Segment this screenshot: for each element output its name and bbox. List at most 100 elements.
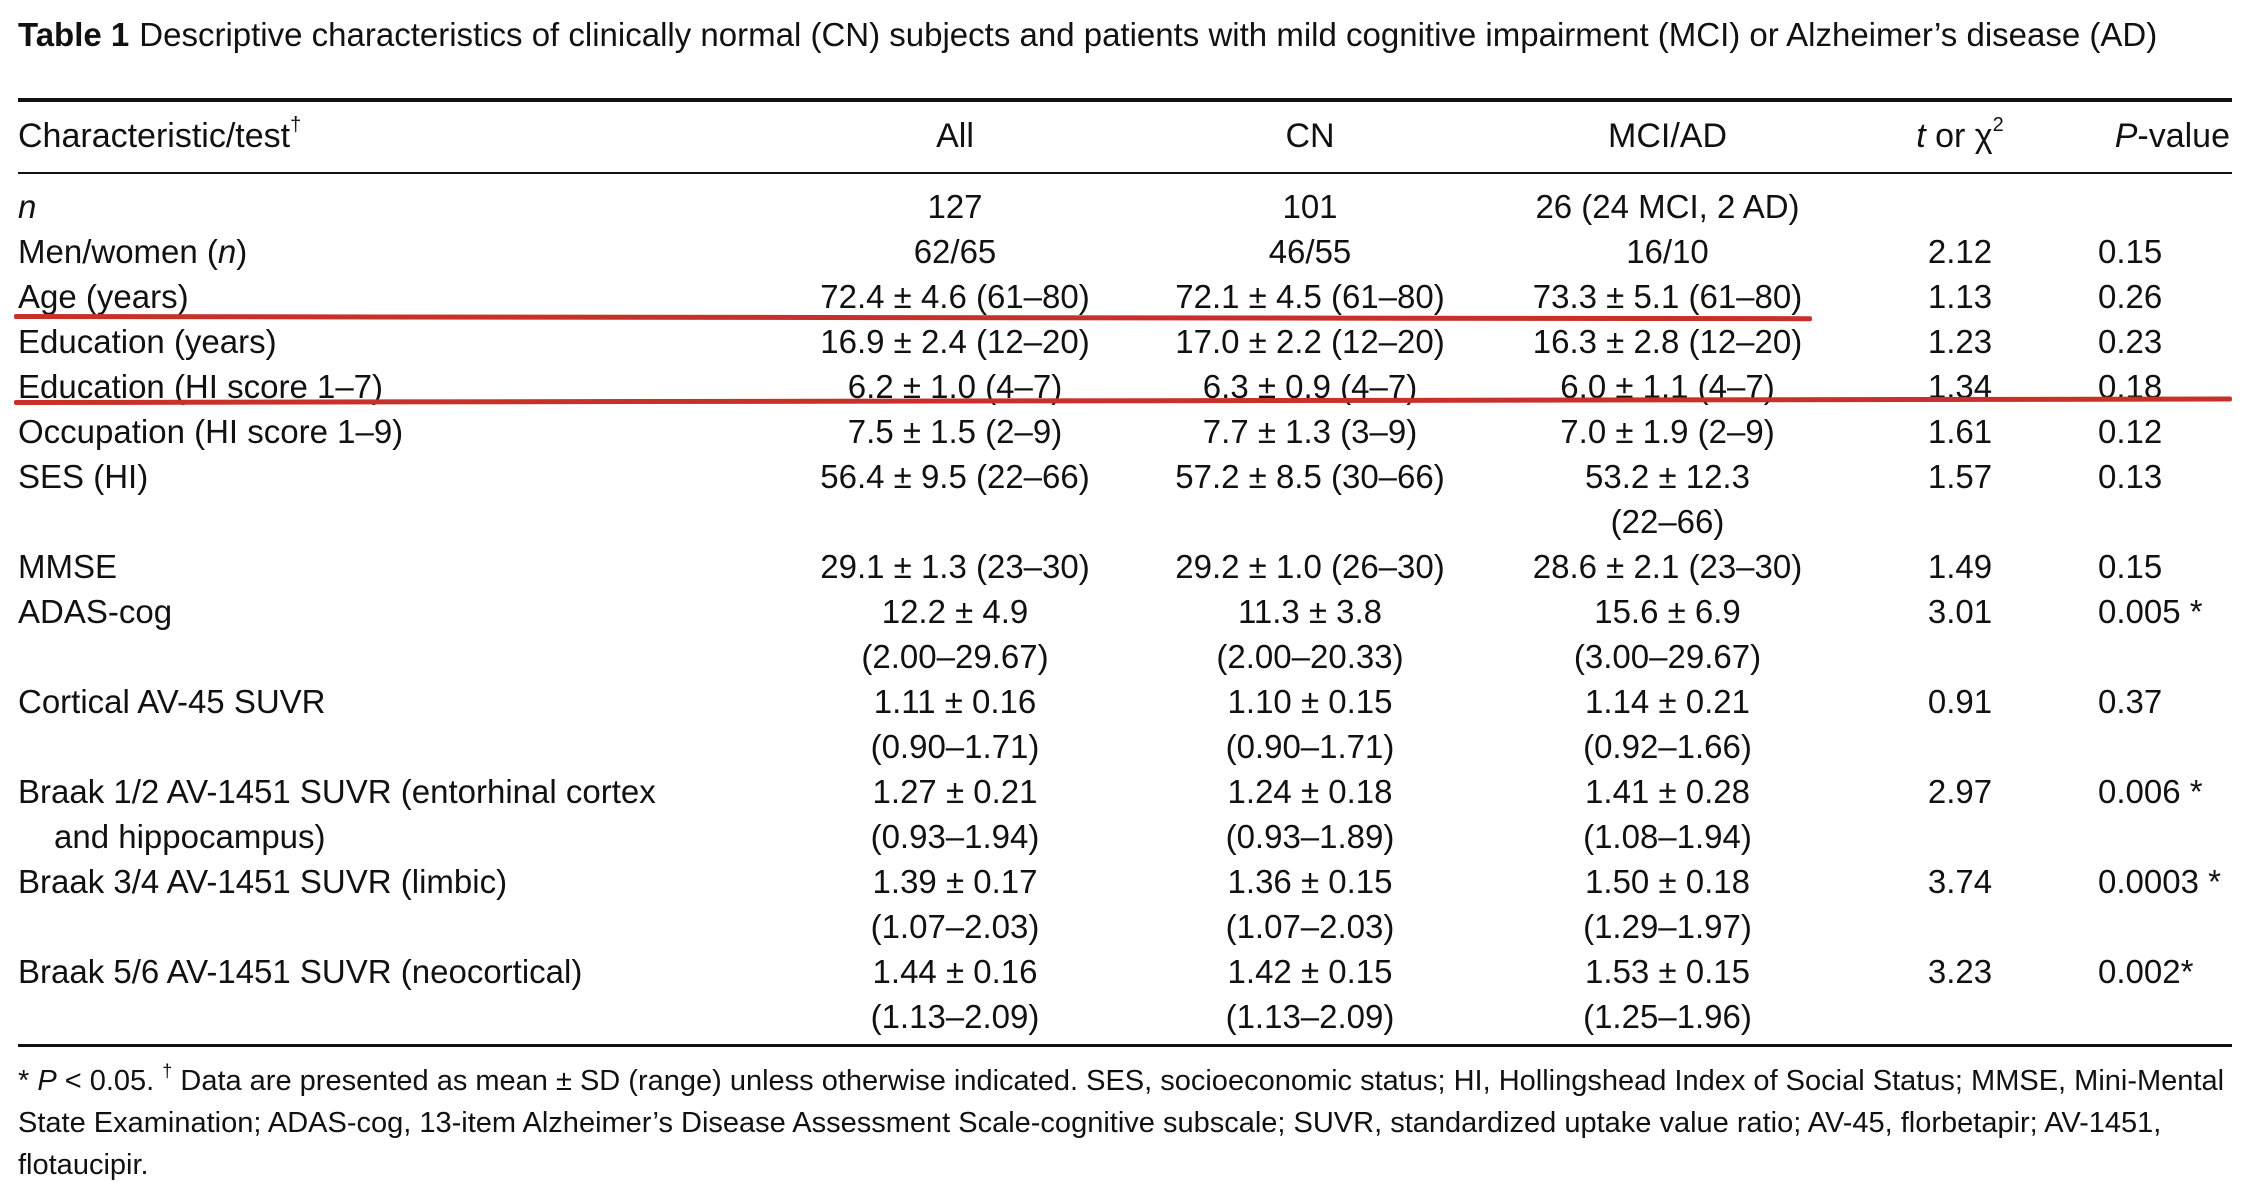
header-rule [18, 172, 2232, 174]
cell-p-value: 0.006 * [2098, 773, 2203, 810]
table-row: Occupation (HI score 1–9) 7.5 ± 1.5 (2–9)… [0, 409, 2250, 454]
cell-cn: 1.24 ± 0.18 (0.93–1.89) [1225, 773, 1395, 855]
table-label: Table 1 [18, 16, 130, 53]
row-label: Age (years) [18, 278, 189, 315]
row-label: Education (years) [18, 323, 277, 360]
cell-p-value: 0.37 [2098, 683, 2163, 720]
cell-all: 1.39 ± 0.17 (1.07–2.03) [870, 863, 1040, 945]
table-row: MMSE 29.1 ± 1.3 (23–30) 29.2 ± 1.0 (26–30)… [0, 544, 2250, 589]
table-footnote: * P < 0.05. † Data are presented as mean… [18, 1061, 2225, 1181]
cell-statistic: 1.49 [1927, 548, 1993, 585]
table-row: SES (HI) 56.4 ± 9.5 (22–66) 57.2 ± 8.5 (30… [0, 454, 2250, 544]
cell-cn: 17.0 ± 2.2 (12–20) [1175, 323, 1445, 360]
row-label: Braak 5/6 AV-1451 SUVR (neocortical) [18, 953, 583, 990]
cell-mciad: 1.14 ± 0.21 (0.92–1.66) [1583, 683, 1752, 765]
cell-all: 56.4 ± 9.5 (22–66) [820, 458, 1090, 495]
row-label: MMSE [18, 548, 117, 585]
header-mciad: MCI/AD [1608, 117, 1727, 155]
table-row: ADAS-cog 12.2 ± 4.9 (2.00–29.67) 11.3 ± 3.8… [0, 589, 2250, 679]
cell-all: 62/65 [913, 233, 997, 270]
cell-cn: 46/55 [1268, 233, 1352, 270]
cell-mciad: 73.3 ± 5.1 (61–80) [1532, 278, 1803, 315]
cell-mciad: 28.6 ± 2.1 (23–30) [1532, 548, 1803, 585]
cell-statistic: 3.74 [1927, 863, 1993, 900]
row-label: Braak 3/4 AV-1451 SUVR (limbic) [18, 863, 508, 900]
cell-p-value: 0.0003 * [2098, 863, 2221, 900]
cell-p-value: 0.005 * [2098, 593, 2203, 630]
cell-cn: 1.36 ± 0.15 (1.07–2.03) [1225, 863, 1395, 945]
table-body: n 127 101 26 (24 MCI, 2 AD) Men/women (n) 62/… [0, 184, 2250, 1039]
cell-all: 72.4 ± 4.6 (61–80) [820, 278, 1090, 315]
cell-cn: 11.3 ± 3.8 (2.00–20.33) [1216, 593, 1404, 675]
cell-statistic: 2.12 [1927, 233, 1993, 270]
header-cn: CN [1285, 117, 1335, 155]
cell-all: 1.44 ± 0.16 (1.13–2.09) [870, 953, 1040, 1035]
cell-all: 127 [927, 188, 983, 225]
header-statistic: t or χ2 [1916, 114, 2004, 155]
row-label: Braak 1/2 AV-1451 SUVR (entorhinal corte… [18, 773, 656, 855]
cell-mciad: 16/10 [1626, 233, 1709, 270]
dagger-mark: † [290, 114, 302, 136]
cell-cn: 1.10 ± 0.15 (0.90–1.71) [1225, 683, 1395, 765]
cell-all: 1.11 ± 0.16 (0.90–1.71) [870, 683, 1040, 765]
cell-mciad: 1.50 ± 0.18 (1.29–1.97) [1583, 863, 1752, 945]
cell-all: 7.5 ± 1.5 (2–9) [847, 413, 1063, 450]
cell-statistic: 3.23 [1927, 953, 1993, 990]
cell-cn: 1.42 ± 0.15 (1.13–2.09) [1225, 953, 1395, 1035]
cell-mciad: 1.53 ± 0.15 (1.25–1.96) [1583, 953, 1752, 1035]
cell-statistic: 0.91 [1927, 683, 1993, 720]
cell-all: 1.27 ± 0.21 (0.93–1.94) [870, 773, 1040, 855]
cell-p-value: 0.15 [2098, 548, 2163, 585]
cell-mciad: 16.3 ± 2.8 (12–20) [1532, 323, 1803, 360]
cell-cn: 57.2 ± 8.5 (30–66) [1175, 458, 1445, 495]
cell-statistic: 1.23 [1927, 323, 1993, 360]
table-row: n 127 101 26 (24 MCI, 2 AD) [0, 184, 2250, 229]
cell-p-value: 0.15 [2098, 233, 2163, 270]
cell-all: 12.2 ± 4.9 (2.00–29.67) [861, 593, 1049, 675]
cell-cn: 29.2 ± 1.0 (26–30) [1175, 548, 1445, 585]
cell-p-value: 0.12 [2098, 413, 2163, 450]
cell-p-value: 0.26 [2098, 278, 2163, 315]
cell-cn: 72.1 ± 4.5 (61–80) [1175, 278, 1445, 315]
cell-all: 29.1 ± 1.3 (23–30) [820, 548, 1090, 585]
cell-statistic: 1.34 [1927, 368, 1993, 405]
cell-mciad: 53.2 ± 12.3 (22–66) [1585, 458, 1750, 540]
row-label: ADAS-cog [18, 593, 173, 630]
header-p-value: P-value [2114, 117, 2230, 155]
row-label: n [18, 188, 37, 225]
table-row: Braak 5/6 AV-1451 SUVR (neocortical) 1.44… [0, 949, 2250, 1039]
row-label: SES (HI) [18, 458, 149, 495]
cell-mciad: 7.0 ± 1.9 (2–9) [1560, 413, 1775, 450]
cell-cn: 101 [1282, 188, 1338, 225]
bottom-rule [18, 1044, 2232, 1047]
row-label: Occupation (HI score 1–9) [18, 413, 404, 450]
table-row: Education (years) 16.9 ± 2.4 (12–20) 17.0 … [0, 319, 2250, 364]
table-row: Men/women (n) 62/65 46/55 16/10 2.12 0.15 [0, 229, 2250, 274]
cell-statistic: 1.13 [1927, 278, 1993, 315]
table-row: Cortical AV-45 SUVR 1.11 ± 0.16 (0.90–1.71… [0, 679, 2250, 769]
cell-statistic: 1.61 [1927, 413, 1993, 450]
table-row: Braak 3/4 AV-1451 SUVR (limbic) 1.39 ± 0.… [0, 859, 2250, 949]
table-caption: Table 1 Descriptive characteristics of cl… [18, 12, 2230, 57]
table-row: Braak 1/2 AV-1451 SUVR (entorhinal corte… [0, 769, 2250, 859]
row-label: Men/women (n) [18, 233, 248, 270]
cell-mciad: 1.41 ± 0.28 (1.08–1.94) [1583, 773, 1752, 855]
cell-statistic: 1.57 [1927, 458, 1993, 495]
row-label: Cortical AV-45 SUVR [18, 683, 326, 720]
cell-p-value: 0.18 [2098, 368, 2163, 405]
cell-cn: 7.7 ± 1.3 (3–9) [1202, 413, 1418, 450]
cell-p-value: 0.13 [2098, 458, 2163, 495]
header-all: All [936, 117, 974, 155]
cell-mciad: 26 (24 MCI, 2 AD) [1535, 188, 1800, 225]
cell-mciad: 15.6 ± 6.9 (3.00–29.67) [1573, 593, 1762, 675]
cell-p-value: 0.002* [2098, 953, 2194, 990]
caption-text: Descriptive characteristics of clinicall… [139, 16, 2158, 53]
header-characteristic: Characteristic/test† [18, 114, 302, 155]
top-rule [18, 98, 2232, 102]
cell-all: 16.9 ± 2.4 (12–20) [820, 323, 1090, 360]
cell-p-value: 0.23 [2098, 323, 2163, 360]
cell-statistic: 2.97 [1927, 773, 1993, 810]
table-row: Age (years) 72.4 ± 4.6 (61–80) 72.1 ± 4.5 … [0, 274, 2250, 319]
cell-statistic: 3.01 [1927, 593, 1993, 630]
